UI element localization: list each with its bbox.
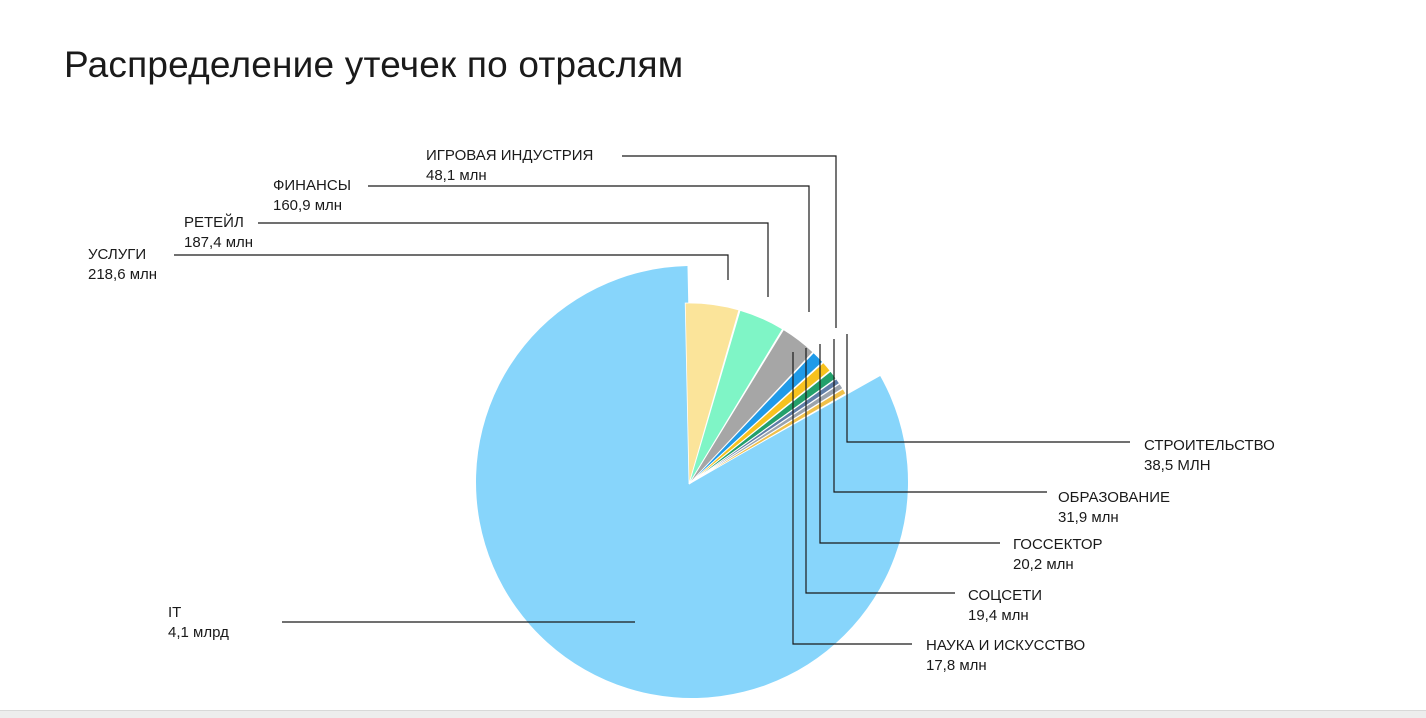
slice-reteyl <box>688 309 784 485</box>
slice-gossektor <box>688 378 840 485</box>
slice-value-finansy: 160,9 млн <box>273 197 342 214</box>
slice-label-uslugi: УСЛУГИ <box>88 246 146 263</box>
slice-value-socseti: 19,4 млн <box>968 607 1029 624</box>
slice-value-uslugi: 218,6 млн <box>88 266 157 283</box>
bottom-scroll-bar <box>0 710 1426 718</box>
slice-value-it: 4,1 млрд <box>168 624 229 641</box>
slice-label-igrovaya-industriya: ИГРОВАЯ ИНДУСТРИЯ <box>426 147 593 164</box>
slice-value-reteyl: 187,4 млн <box>184 234 253 251</box>
slice-value-obrazovanie: 31,9 млн <box>1058 509 1119 526</box>
slice-label-it: IT <box>168 604 181 621</box>
slice-value-igrovaya-industriya: 48,1 млн <box>426 167 487 184</box>
slice-value-gossektor: 20,2 млн <box>1013 556 1074 573</box>
slice-value-stroitelstvo: 38,5 МЛН <box>1144 457 1211 474</box>
slice-label-gossektor: ГОССЕКТОР <box>1013 536 1103 553</box>
slice-igrovaya-industriya <box>688 352 824 485</box>
slice-stroitelstvo <box>688 362 831 485</box>
leader-line-finansy <box>368 185 810 312</box>
slice-value-nauka-i-iskusstvo: 17,8 млн <box>926 657 987 674</box>
slice-socseti <box>688 383 844 485</box>
leader-line-igrovaya-industriya <box>622 155 837 328</box>
leader-line-reteyl <box>258 222 769 297</box>
slice-label-socseti: СОЦСЕТИ <box>968 587 1042 604</box>
leader-line-gossektor <box>819 344 1000 544</box>
leader-line-obrazovanie <box>833 339 1047 493</box>
slice-label-stroitelstvo: СТРОИТЕЛЬСТВО <box>1144 437 1275 454</box>
leader-lines <box>174 155 1130 645</box>
page-title: Распределение утечек по отраслям <box>64 44 684 85</box>
leader-line-socseti <box>805 348 955 594</box>
slice-finansy <box>688 329 814 485</box>
slice-label-obrazovanie: ОБРАЗОВАНИЕ <box>1058 489 1170 506</box>
slice-obrazovanie <box>688 370 837 485</box>
leader-line-uslugi <box>174 254 729 280</box>
leader-line-nauka-i-iskusstvo <box>792 352 912 645</box>
slice-label-reteyl: РЕТЕЙЛ <box>184 213 244 231</box>
pie-slices <box>476 266 909 699</box>
slice-label-finansy: ФИНАНСЫ <box>273 177 351 194</box>
leader-line-stroitelstvo <box>846 334 1130 443</box>
slice-labels: IT 4,1 млрд УСЛУГИ 218,6 млн РЕТЕЙЛ 187,4 млн… <box>88 147 1275 674</box>
slice-uslugi <box>684 302 740 485</box>
slice-label-nauka-i-iskusstvo: НАУКА И ИСКУССТВО <box>926 637 1085 654</box>
